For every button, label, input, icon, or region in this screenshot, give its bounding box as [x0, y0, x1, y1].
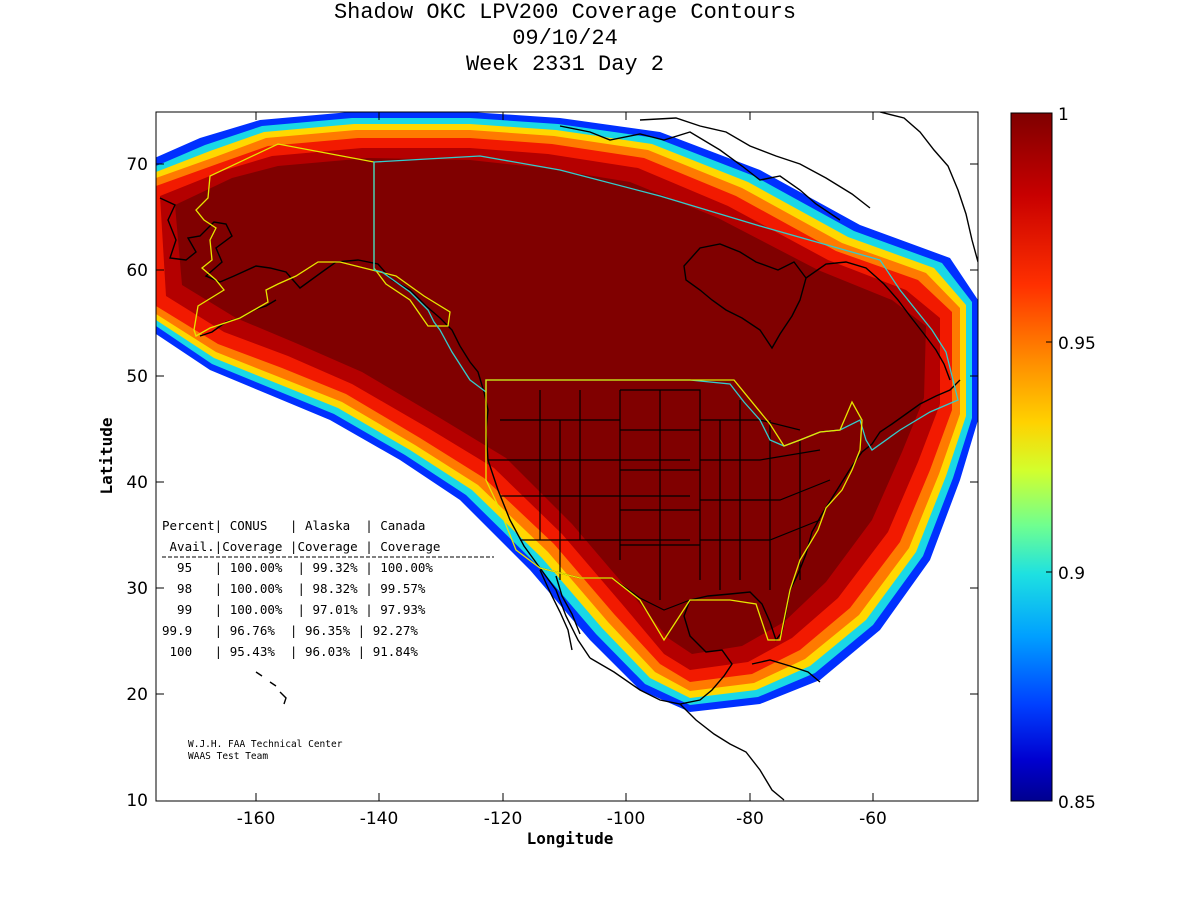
- title-line-2: 09/10/24: [512, 26, 618, 51]
- table-header-2: Avail.|Coverage |Coverage | Coverage: [162, 539, 440, 554]
- y-tick-label: 30: [126, 579, 148, 599]
- coastline-labrador: [805, 261, 951, 381]
- x-axis-label: Longitude: [527, 829, 614, 848]
- alaska-outline: [193, 143, 451, 337]
- credit-line-1: W.J.H. FAA Technical Center: [188, 739, 343, 750]
- table-row: 100 | 95.43% | 96.03% | 91.84%: [162, 644, 418, 659]
- x-tick-label: -100: [607, 809, 646, 829]
- coastline-mexico: [589, 599, 733, 705]
- contour-band-full-coverage: [175, 158, 926, 654]
- coastline-alaska: [159, 197, 461, 347]
- coverage-contours: [156, 112, 978, 712]
- x-tick-label: -160: [237, 809, 276, 829]
- coastline-cuba: [751, 659, 821, 683]
- colorbar-tick-label: 0.9: [1058, 564, 1085, 584]
- coastline-atlantic: [797, 379, 961, 575]
- coastline-greenland: [879, 112, 978, 263]
- table-row: 99 | 100.00% | 97.01% | 97.93%: [162, 602, 426, 617]
- credit-block: W.J.H. FAA Technical Center WAAS Test Te…: [188, 739, 343, 762]
- y-tick-label: 60: [126, 261, 148, 281]
- coastline-arctic-islands: [559, 117, 871, 221]
- region-outlines: [193, 143, 959, 642]
- x-tick-label: -120: [484, 809, 523, 829]
- colorbar-tick-label: 0.95: [1058, 334, 1096, 354]
- x-tick-label: -140: [360, 809, 399, 829]
- colorbar: [1010, 112, 1053, 802]
- x-tick-label: -60: [859, 809, 887, 829]
- table-row: 95 | 100.00% | 99.32% | 100.00%: [162, 560, 433, 575]
- title-line-1: Shadow OKC LPV200 Coverage Contours: [333, 0, 797, 25]
- plot-frame: [155, 111, 979, 802]
- y-tick-label: 10: [126, 791, 148, 811]
- table-row: 98 | 100.00% | 98.32% | 99.57%: [162, 581, 426, 596]
- state-grid-central: [620, 389, 701, 600]
- coverage-table: Percent| CONUS | Alaska | Canada Avail.|…: [162, 518, 494, 659]
- colorbar-tick-label: 0.85: [1058, 793, 1096, 813]
- conus-outline: [485, 379, 863, 642]
- colorbar-tick-label: 1: [1058, 105, 1069, 125]
- x-tick-label: -80: [736, 809, 764, 829]
- table-header-1: Percent| CONUS | Alaska | Canada: [162, 518, 425, 533]
- coastline-baja: [539, 569, 581, 651]
- credit-line-2: WAAS Test Team: [188, 751, 268, 762]
- y-tick-label: 20: [126, 685, 148, 705]
- y-tick-label: 70: [126, 155, 148, 175]
- coastline-pacific-northwest: [459, 345, 591, 659]
- colorbar-ticks: [1046, 112, 1052, 802]
- y-tick-label: 40: [126, 473, 148, 493]
- title-line-3: Week 2331 Day 2: [465, 52, 665, 77]
- coastline-hudson-bay: [683, 243, 807, 350]
- axis-ticks: [156, 112, 978, 801]
- coastline-hawaii: [255, 671, 287, 705]
- y-tick-label: 50: [126, 367, 148, 387]
- table-row: 99.9 | 96.76% | 96.35% | 92.27%: [162, 623, 418, 638]
- y-axis-label: Latitude: [97, 417, 116, 494]
- state-grid-west: [488, 390, 690, 580]
- coastline-central-america: [679, 703, 785, 801]
